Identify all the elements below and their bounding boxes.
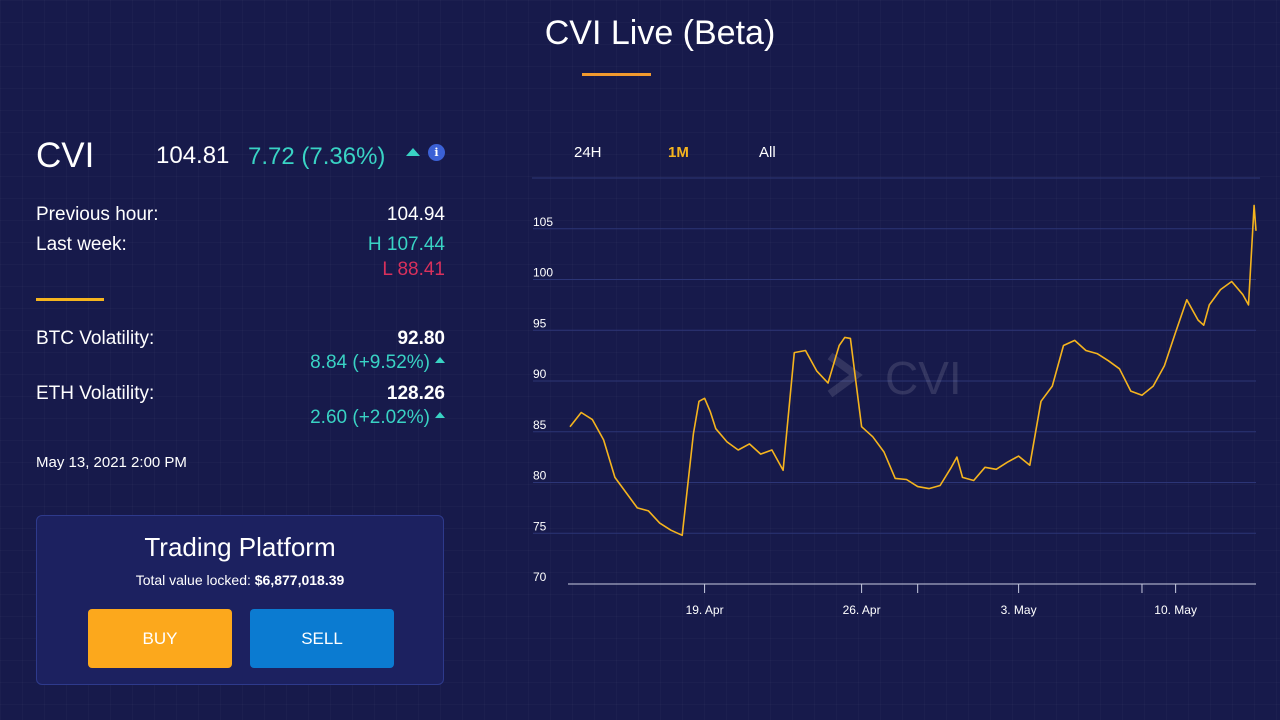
y-tick-label: 70 — [533, 570, 547, 584]
btc-volatility-value: 92.80 — [397, 328, 445, 349]
btc-volatility-label: BTC Volatility: — [36, 328, 155, 349]
btc-volatility-change: 8.84 (+9.52%) — [310, 352, 430, 373]
eth-volatility-value: 128.26 — [386, 383, 445, 404]
timestamp: May 13, 2021 2:00 PM — [36, 454, 187, 471]
page-title: CVI Live (Beta) — [544, 14, 776, 52]
previous-hour-value: 104.94 — [386, 204, 445, 225]
arrow-up-icon — [435, 356, 445, 363]
y-tick-label: 90 — [533, 367, 547, 381]
cvi-value: 104.81 — [156, 142, 230, 169]
section-divider — [36, 298, 104, 301]
x-tick-label: 26. Apr — [843, 603, 881, 617]
arrow-up-icon — [406, 148, 420, 156]
x-tick-label: 10. May — [1154, 603, 1197, 617]
tab-24h[interactable]: 24H — [574, 144, 602, 161]
info-icon[interactable]: i — [428, 144, 445, 161]
y-tick-label: 105 — [533, 215, 553, 229]
tvl-row: Total value locked: $6,877,018.39 — [37, 572, 443, 588]
y-tick-label: 75 — [533, 519, 547, 533]
tab-all[interactable]: All — [759, 144, 776, 161]
previous-hour-label: Previous hour: — [36, 204, 159, 225]
y-tick-label: 80 — [533, 469, 547, 483]
series-line — [569, 204, 1257, 537]
title-underline — [582, 73, 651, 76]
tvl-label: Total value locked: — [135, 572, 251, 588]
sell-button[interactable]: SELL — [250, 609, 394, 668]
eth-volatility-label: ETH Volatility: — [36, 383, 155, 404]
tab-1m[interactable]: 1M — [668, 144, 689, 161]
eth-volatility-change-row: 2.60 (+2.02%) — [310, 407, 445, 429]
cvi-change: 7.72 (7.36%) — [248, 143, 386, 170]
x-tick-label: 19. Apr — [686, 603, 724, 617]
y-tick-label: 95 — [533, 316, 547, 330]
watermark-logo-icon — [827, 352, 863, 398]
last-week-label: Last week: — [36, 234, 127, 255]
y-tick-label: 100 — [533, 266, 553, 280]
x-tick-label: 3. May — [1001, 603, 1037, 617]
last-week-high: H 107.44 — [367, 234, 445, 255]
buy-button[interactable]: BUY — [88, 609, 232, 668]
eth-volatility-change: 2.60 (+2.02%) — [310, 407, 430, 428]
trading-platform-card: Trading Platform Total value locked: $6,… — [36, 515, 444, 685]
platform-title: Trading Platform — [144, 532, 336, 562]
last-week-low: L 88.41 — [382, 259, 445, 280]
cvi-line-chart: 70 75 80 85 90 95 100 105 19. Apr 26. Apr 3. May 10… — [532, 177, 1260, 617]
btc-volatility-change-row: 8.84 (+9.52%) — [310, 352, 445, 374]
tvl-value: $6,877,018.39 — [254, 572, 345, 588]
cvi-label: CVI — [36, 136, 95, 175]
arrow-up-icon — [435, 411, 445, 418]
watermark-text: CVI — [885, 352, 962, 404]
y-tick-label: 85 — [533, 418, 547, 432]
